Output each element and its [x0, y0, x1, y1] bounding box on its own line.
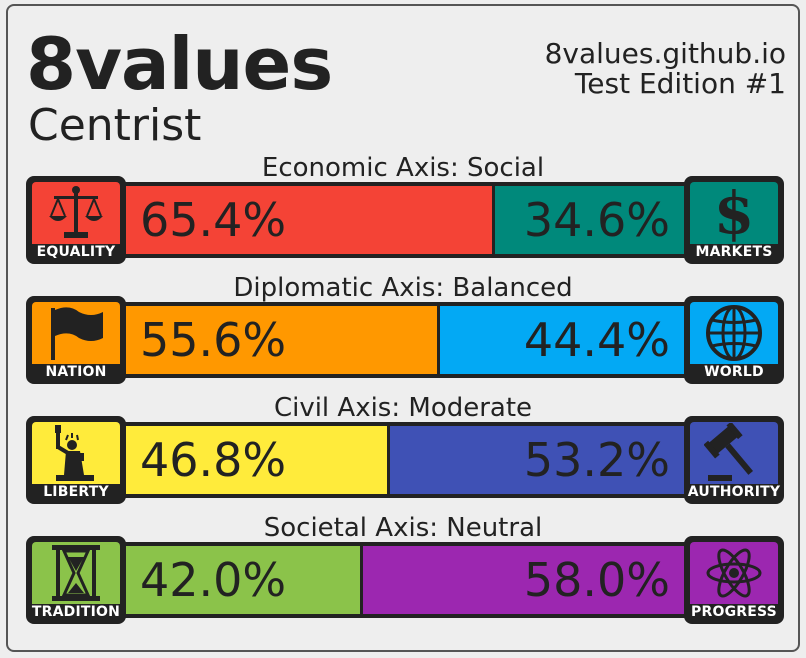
authority-segment: 53.2% [390, 422, 688, 498]
nation-badge: NATION [26, 296, 126, 384]
liberty-percent: 46.8% [140, 433, 287, 487]
civil-axis-bar: 46.8% 53.2% LIBERTY [26, 416, 784, 504]
world-percent: 44.4% [523, 313, 670, 367]
economic-axis-bar: 65.4% 34.6% EQUALITY $ [26, 176, 784, 264]
markets-segment: 34.6% [495, 182, 688, 258]
authority-badge: AUTHORITY [684, 416, 784, 504]
world-segment: 44.4% [440, 302, 688, 378]
hourglass-icon [32, 542, 120, 604]
equality-segment: 65.4% [122, 182, 492, 258]
diplomatic-axis-track: 55.6% 44.4% [122, 302, 688, 378]
liberty-segment: 46.8% [122, 422, 387, 498]
societal-axis-label: Societal Axis: Neutral [263, 513, 543, 543]
page-title: 8values [26, 22, 333, 106]
equality-label: EQUALITY [36, 244, 116, 260]
diplomatic-axis-label: Diplomatic Axis: Balanced [233, 273, 573, 303]
nation-label: NATION [45, 364, 107, 380]
civil-axis-track: 46.8% 53.2% [122, 422, 688, 498]
tradition-percent: 42.0% [140, 553, 287, 607]
equality-badge: EQUALITY [26, 176, 126, 264]
nation-segment: 55.6% [122, 302, 437, 378]
equality-percent: 65.4% [140, 193, 287, 247]
economic-axis-label: Economic Axis: Social [261, 153, 545, 183]
authority-label: AUTHORITY [687, 484, 781, 500]
edition-label: Test Edition #1 [574, 67, 786, 100]
globe-icon [690, 302, 778, 364]
societal-axis-track: 42.0% 58.0% [122, 542, 688, 618]
gavel-icon [690, 422, 778, 484]
progress-percent: 58.0% [523, 553, 670, 607]
site-url: 8values.github.io [544, 37, 786, 70]
societal-axis-bar: 42.0% 58.0% TRADITION [26, 536, 784, 624]
progress-badge: PROGRESS [684, 536, 784, 624]
dollar-icon: $ [690, 182, 778, 244]
tradition-label: TRADITION [31, 604, 121, 620]
world-label: WORLD [704, 364, 764, 380]
tradition-segment: 42.0% [122, 542, 360, 618]
liberty-badge: LIBERTY [26, 416, 126, 504]
authority-percent: 53.2% [523, 433, 670, 487]
markets-percent: 34.6% [523, 193, 670, 247]
progress-segment: 58.0% [363, 542, 688, 618]
atom-icon [690, 542, 778, 604]
progress-label: PROGRESS [691, 604, 777, 620]
markets-badge: $ MARKETS [684, 176, 784, 264]
ideology-result: Centrist [28, 100, 202, 151]
svg-text:$: $ [714, 183, 754, 243]
civil-axis-label: Civil Axis: Moderate [273, 393, 533, 423]
liberty-label: LIBERTY [43, 484, 109, 500]
nation-percent: 55.6% [140, 313, 287, 367]
scales-icon [32, 182, 120, 244]
economic-axis-track: 65.4% 34.6% [122, 182, 688, 258]
diplomatic-axis-bar: 55.6% 44.4% NATION WORLD [26, 296, 784, 384]
statue-of-liberty-icon [32, 422, 120, 484]
markets-label: MARKETS [695, 244, 773, 260]
flag-icon [32, 302, 120, 364]
world-badge: WORLD [684, 296, 784, 384]
tradition-badge: TRADITION [26, 536, 126, 624]
